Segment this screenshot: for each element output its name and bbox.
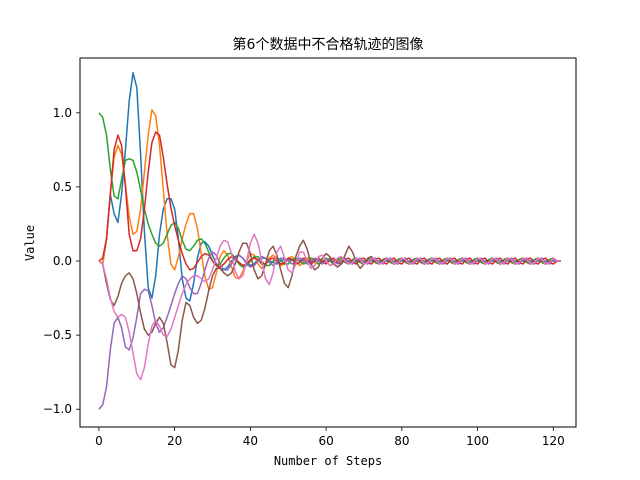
plot-frame [79, 57, 577, 428]
series-group [98, 72, 561, 410]
y-tick-label: 1.0 [53, 106, 72, 120]
x-tick-label: 100 [466, 434, 489, 448]
x-tick-label: 120 [542, 434, 565, 448]
y-axis-label: Value [23, 225, 37, 261]
series-line-7 [98, 233, 561, 381]
y-axis-ticks: −1.0 −0.5 0.0 0.5 1.0 [43, 106, 80, 416]
x-tick-label: 20 [167, 434, 182, 448]
x-tick-label: 60 [318, 434, 333, 448]
x-tick-label: 0 [95, 434, 103, 448]
y-tick-label: 0.0 [53, 254, 72, 268]
series-line-4 [98, 131, 561, 271]
y-tick-label: −1.0 [43, 402, 72, 416]
x-axis-ticks: 0 20 40 60 80 100 120 [95, 427, 565, 448]
x-tick-label: 40 [243, 434, 258, 448]
x-tick-label: 80 [394, 434, 409, 448]
chart-title: 第6个数据中不合格轨迹的图像 [233, 36, 424, 53]
x-axis-label: Number of Steps [274, 454, 382, 468]
y-tick-label: −0.5 [43, 328, 72, 342]
y-tick-label: 0.5 [53, 180, 72, 194]
